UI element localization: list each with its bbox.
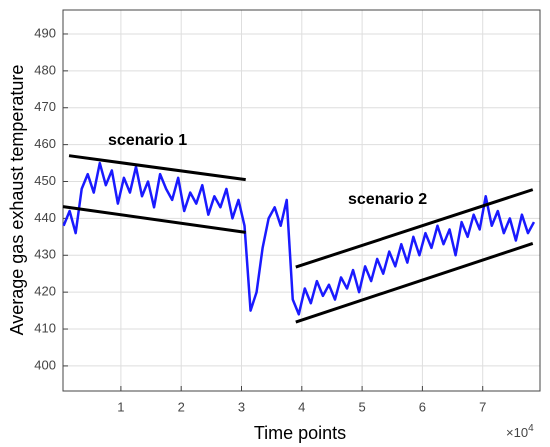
trend-line: [62, 205, 246, 234]
x-axis-label: Time points: [254, 423, 346, 443]
x-tick-label: 4: [298, 399, 305, 414]
y-tick-label: 440: [34, 210, 56, 225]
y-tick-label: 450: [34, 173, 56, 188]
y-tick-label: 410: [34, 320, 56, 335]
x-tick-label: 6: [419, 399, 426, 414]
y-tick-label: 400: [34, 357, 56, 372]
x-tick-label: 3: [238, 399, 245, 414]
y-tick-label: 460: [34, 136, 56, 151]
x-tick-label: 1: [117, 399, 124, 414]
y-tick-label: 480: [34, 62, 56, 77]
trend-label: scenario 2: [348, 191, 427, 208]
x-scale-base: ×10: [506, 425, 528, 440]
trend-line: [68, 154, 246, 182]
plot-frame: [62, 9, 541, 392]
y-tick-label: 470: [34, 99, 56, 114]
y-axis-label: Average gas exhaust temperature: [7, 65, 27, 336]
x-scale-label: ×104: [506, 423, 534, 441]
trend-line: [295, 242, 534, 324]
trend-line: [295, 188, 534, 269]
y-tick-label: 430: [34, 247, 56, 262]
x-tick-label: 2: [178, 399, 185, 414]
y-tick-label: 490: [34, 25, 56, 40]
x-scale-exponent: 4: [528, 423, 534, 434]
x-tick-label: 5: [358, 399, 365, 414]
y-tick-label: 420: [34, 284, 56, 299]
trend-label: scenario 1: [108, 132, 187, 149]
x-tick-label: 7: [479, 399, 486, 414]
data-line: [62, 161, 536, 316]
